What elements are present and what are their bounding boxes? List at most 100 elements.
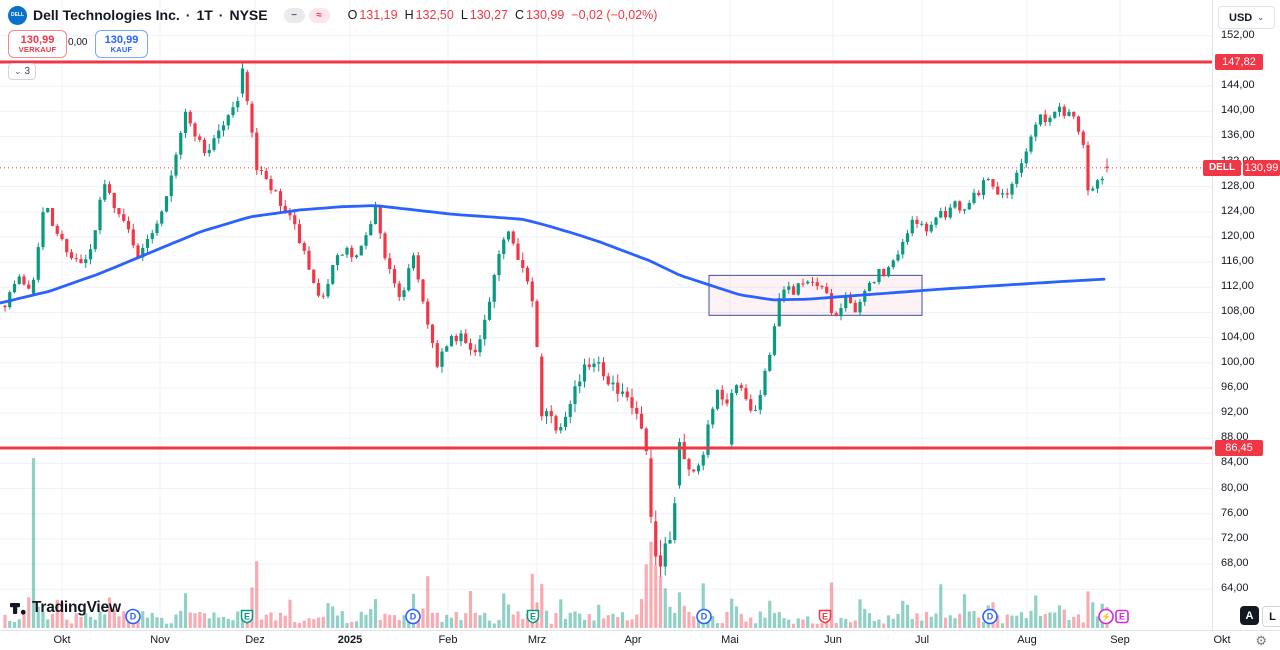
symbol-header: DELL Dell Technologies Inc. · 1T · NYSE … [8, 5, 657, 25]
sell-button[interactable]: 130,99 VERKAUF [8, 30, 67, 58]
volume-series [3, 458, 1109, 628]
price-axis[interactable]: USD ⌄ 147,82 86,45 A L 152,00 144,00 140,0… [1212, 0, 1280, 630]
spread-value: 0,00 [68, 37, 88, 48]
time-axis-label: Sep [1110, 634, 1130, 646]
time-axis-label: Nov [150, 634, 170, 646]
time-axis-label: Aug [1017, 634, 1037, 646]
high-label: H [404, 8, 414, 22]
time-axis[interactable]: ⚙ Okt Nov Dez 2025 Feb Mrz Apr Mai Jun Jul Aug Sep O… [0, 630, 1280, 650]
ma-line [0, 204, 1106, 305]
tradingview-logo-icon [10, 602, 26, 615]
buy-button[interactable]: 130,99 KAUF [95, 30, 148, 58]
price-tick-label: 144,00 [1221, 79, 1255, 92]
price-tick-label: 68,00 [1221, 557, 1249, 570]
buy-label: KAUF [110, 44, 133, 54]
exchange-label: NYSE [229, 7, 268, 23]
time-axis-label: Apr [624, 634, 642, 646]
upcoming-earnings-marker[interactable]: E [1114, 608, 1131, 625]
log-scale-button[interactable]: L [1262, 606, 1280, 627]
time-axis-label: Jun [824, 634, 842, 646]
level-lines [0, 60, 1212, 450]
minus-chip-icon[interactable]: − [283, 7, 305, 23]
price-tick-label: 104,00 [1221, 330, 1255, 343]
tradingview-logo[interactable]: TradingView [10, 599, 121, 617]
change-value: −0,02 (−0,02%) [571, 8, 658, 22]
earnings-marker[interactable]: E [239, 608, 256, 625]
price-tick-label: 136,00 [1221, 129, 1255, 142]
earnings-marker[interactable]: E [525, 608, 542, 625]
time-axis-label: Feb [438, 634, 458, 646]
price-tick-label: 112,00 [1221, 280, 1254, 293]
collapse-count: 3 [24, 66, 31, 77]
chevron-down-icon: ⌄ [14, 66, 22, 76]
svg-text:E: E [244, 612, 250, 622]
price-tick-label: 96,00 [1221, 380, 1249, 393]
price-tick-label: 100,00 [1221, 355, 1255, 368]
last-price-label: 130,99 [1243, 159, 1280, 176]
dividend-marker[interactable]: D [405, 608, 422, 625]
price-tick-label: 128,00 [1221, 179, 1255, 192]
price-tick-label: 80,00 [1221, 481, 1249, 494]
high-value: 132,50 [415, 8, 454, 22]
support-price-label: 86,45 [1215, 440, 1263, 457]
close-label: C [515, 8, 525, 22]
close-value: 130,99 [526, 8, 565, 22]
price-tick-label: 124,00 [1221, 204, 1255, 217]
open-value: 131,19 [359, 8, 398, 22]
price-tick-label: 120,00 [1221, 229, 1255, 242]
grid [0, 0, 1212, 628]
svg-text:E: E [530, 612, 536, 622]
svg-text:D: D [701, 612, 708, 622]
upcoming-event-marker[interactable]: ⚡ [1098, 608, 1115, 625]
price-tick-label: 108,00 [1221, 305, 1255, 318]
timeframe-label[interactable]: 1T [196, 7, 213, 23]
low-label: L [460, 8, 468, 22]
buy-price: 130,99 [104, 33, 139, 46]
gear-icon[interactable]: ⚙ [1255, 633, 1267, 648]
sell-price: 130,99 [20, 33, 55, 46]
candlestick-series [3, 62, 1109, 577]
open-label: O [347, 8, 358, 22]
low-value: 130,27 [469, 8, 509, 22]
price-tick-label: 92,00 [1221, 406, 1249, 419]
price-tick-label: 152,00 [1221, 28, 1255, 41]
svg-text:E: E [822, 612, 828, 622]
svg-text:D: D [410, 612, 417, 622]
time-axis-label: Dez [245, 634, 265, 646]
price-chart-canvas[interactable] [0, 0, 1212, 629]
svg-text:E: E [1119, 612, 1125, 622]
chevron-down-icon: ⌄ [1257, 13, 1264, 22]
price-tick-label: 84,00 [1221, 456, 1249, 469]
currency-label: USD [1229, 11, 1253, 24]
tradingview-logo-text: TradingView [32, 599, 121, 616]
svg-text:D: D [987, 612, 994, 622]
dividend-marker[interactable]: D [982, 608, 999, 625]
price-tick-label: 76,00 [1221, 506, 1249, 519]
object-tree-collapse-chip[interactable]: ⌄ 3 [8, 63, 37, 80]
wave-chip-icon[interactable]: ≈ [308, 7, 330, 23]
symbol-title[interactable]: Dell Technologies Inc. [33, 7, 180, 23]
time-axis-label: Okt [1213, 634, 1231, 646]
separator: · [218, 7, 224, 23]
svg-text:⚡: ⚡ [1101, 612, 1111, 622]
auto-scale-button[interactable]: A [1240, 606, 1259, 625]
currency-selector[interactable]: USD ⌄ [1218, 6, 1275, 29]
price-tick-label: 116,00 [1221, 255, 1254, 268]
svg-text:D: D [130, 612, 137, 622]
earnings-marker[interactable]: E [817, 608, 834, 625]
ohlc-readout: O 131,19 H 132,50 L 130,27 C 130,99 −0,02 (−… [348, 8, 658, 22]
time-axis-label: Okt [53, 634, 71, 646]
time-axis-label: Mai [721, 634, 739, 646]
sell-label: VERKAUF [18, 44, 57, 54]
symbol-price-tag: DELL [1203, 159, 1241, 176]
dell-logo-icon: DELL [8, 5, 27, 25]
separator: · [185, 7, 191, 23]
dividend-marker[interactable]: D [125, 608, 142, 625]
price-tick-label: 140,00 [1221, 104, 1255, 117]
ma-line-path [0, 204, 1106, 305]
dividend-marker[interactable]: D [696, 608, 713, 625]
resistance-price-label: 147,82 [1215, 54, 1263, 70]
time-axis-label: Mrz [527, 634, 547, 646]
price-tick-label: 64,00 [1221, 582, 1249, 595]
